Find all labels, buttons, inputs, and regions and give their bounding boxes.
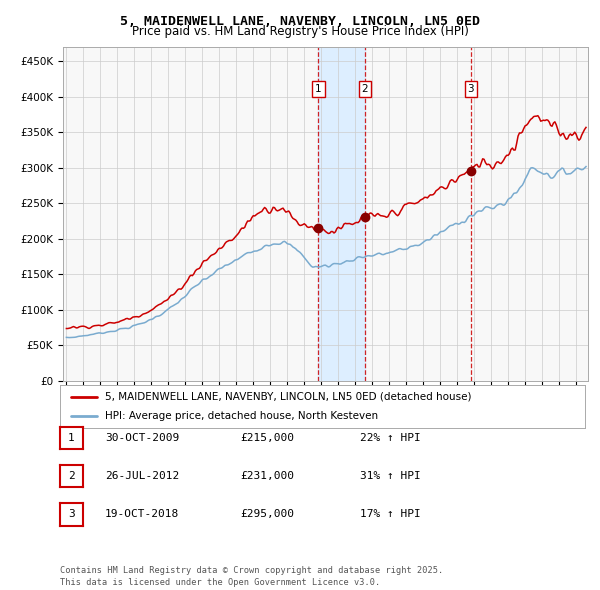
Text: £295,000: £295,000: [240, 510, 294, 519]
Text: 31% ↑ HPI: 31% ↑ HPI: [360, 471, 421, 481]
Text: Contains HM Land Registry data © Crown copyright and database right 2025.
This d: Contains HM Land Registry data © Crown c…: [60, 566, 443, 587]
Text: 1: 1: [315, 84, 322, 94]
Text: 1: 1: [68, 433, 75, 442]
Text: 2: 2: [362, 84, 368, 94]
Text: 3: 3: [467, 84, 474, 94]
Text: £231,000: £231,000: [240, 471, 294, 481]
Bar: [319, 47, 365, 381]
Text: 22% ↑ HPI: 22% ↑ HPI: [360, 433, 421, 442]
Text: 26-JUL-2012: 26-JUL-2012: [105, 471, 179, 481]
Text: 17% ↑ HPI: 17% ↑ HPI: [360, 510, 421, 519]
Text: 5, MAIDENWELL LANE, NAVENBY, LINCOLN, LN5 0ED (detached house): 5, MAIDENWELL LANE, NAVENBY, LINCOLN, LN…: [104, 392, 471, 402]
Text: Price paid vs. HM Land Registry's House Price Index (HPI): Price paid vs. HM Land Registry's House …: [131, 25, 469, 38]
Text: 19-OCT-2018: 19-OCT-2018: [105, 510, 179, 519]
Text: HPI: Average price, detached house, North Kesteven: HPI: Average price, detached house, Nort…: [104, 411, 378, 421]
Text: 5, MAIDENWELL LANE, NAVENBY, LINCOLN, LN5 0ED: 5, MAIDENWELL LANE, NAVENBY, LINCOLN, LN…: [120, 15, 480, 28]
Text: £215,000: £215,000: [240, 433, 294, 442]
Text: 3: 3: [68, 510, 75, 519]
Text: 2: 2: [68, 471, 75, 481]
Text: 30-OCT-2009: 30-OCT-2009: [105, 433, 179, 442]
